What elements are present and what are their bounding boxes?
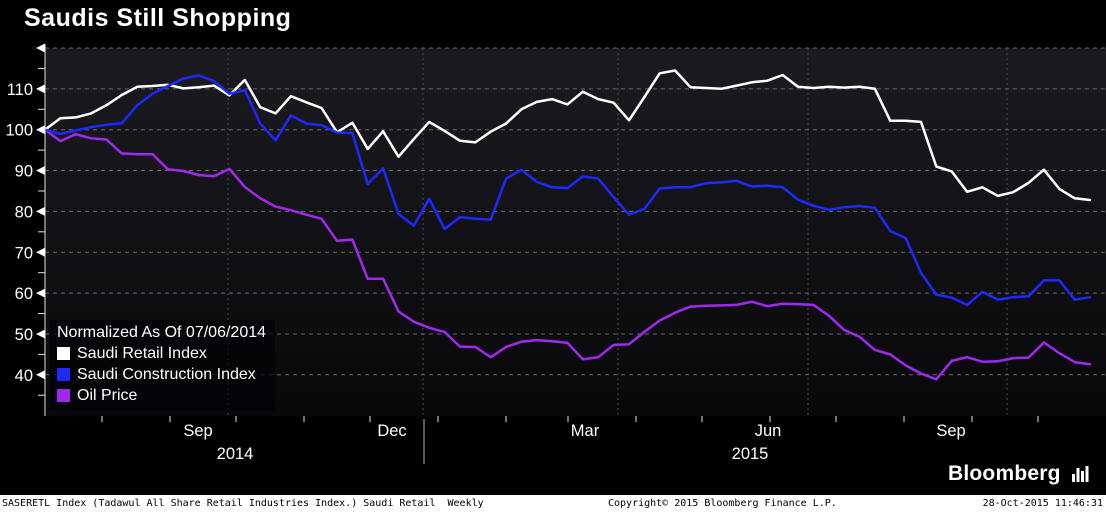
- svg-text:Jun: Jun: [755, 422, 782, 440]
- bloomberg-wordmark: Bloomberg: [948, 462, 1061, 485]
- svg-text:Sep: Sep: [936, 422, 965, 440]
- svg-text:70: 70: [15, 244, 33, 262]
- line-chart[interactable]: 110 100 90 80 70 60 50 40 Sep Dec Mar Jun Sep 2014 20…: [0, 0, 1106, 495]
- bloomberg-logo-icon: [1071, 466, 1089, 482]
- svg-text:Mar: Mar: [571, 422, 600, 440]
- legend-item-oil: Oil Price: [57, 385, 266, 406]
- chart-series-lines[interactable]: [43, 69, 1092, 381]
- legend-item-retail: Saudi Retail Index: [57, 343, 266, 364]
- svg-text:40: 40: [15, 367, 33, 385]
- svg-text:80: 80: [15, 203, 33, 221]
- svg-text:Sep: Sep: [183, 422, 212, 440]
- oil-series-swatch-icon: [57, 389, 70, 402]
- copyright-text: Copyright© 2015 Bloomberg Finance L.P.: [608, 498, 837, 509]
- legend-item-construction: Saudi Construction Index: [57, 364, 266, 385]
- security-description: SASERETL Index (Tadawul All Share Retail…: [2, 498, 484, 509]
- svg-text:90: 90: [15, 163, 33, 181]
- svg-text:2014: 2014: [217, 445, 254, 463]
- timestamp: 28-Oct-2015 11:46:31: [982, 498, 1103, 509]
- y-axis: 110 100 90 80 70 60 50 40: [5, 43, 46, 416]
- construction-series-swatch-icon: [57, 368, 70, 381]
- svg-text:100: 100: [5, 122, 33, 140]
- x-axis: Sep Dec Mar Jun Sep 2014 2015: [101, 416, 1039, 464]
- legend-item-label: Oil Price: [77, 387, 138, 404]
- page-title: Saudis Still Shopping: [24, 4, 292, 32]
- svg-text:2015: 2015: [732, 445, 769, 463]
- chart-legend: Normalized As Of 07/06/2014 Saudi Retail…: [50, 320, 276, 410]
- legend-item-label: Saudi Retail Index: [77, 345, 207, 362]
- svg-text:Dec: Dec: [377, 422, 406, 440]
- svg-text:50: 50: [15, 326, 33, 344]
- svg-text:60: 60: [15, 285, 33, 303]
- svg-text:110: 110: [7, 81, 33, 99]
- legend-item-label: Saudi Construction Index: [77, 366, 256, 383]
- bloomberg-branding: Bloomberg: [948, 462, 1089, 486]
- legend-normalization-note: Normalized As Of 07/06/2014: [57, 324, 267, 341]
- retail-series-swatch-icon: [57, 347, 70, 360]
- status-bar: SASERETL Index (Tadawul All Share Retail…: [0, 495, 1106, 513]
